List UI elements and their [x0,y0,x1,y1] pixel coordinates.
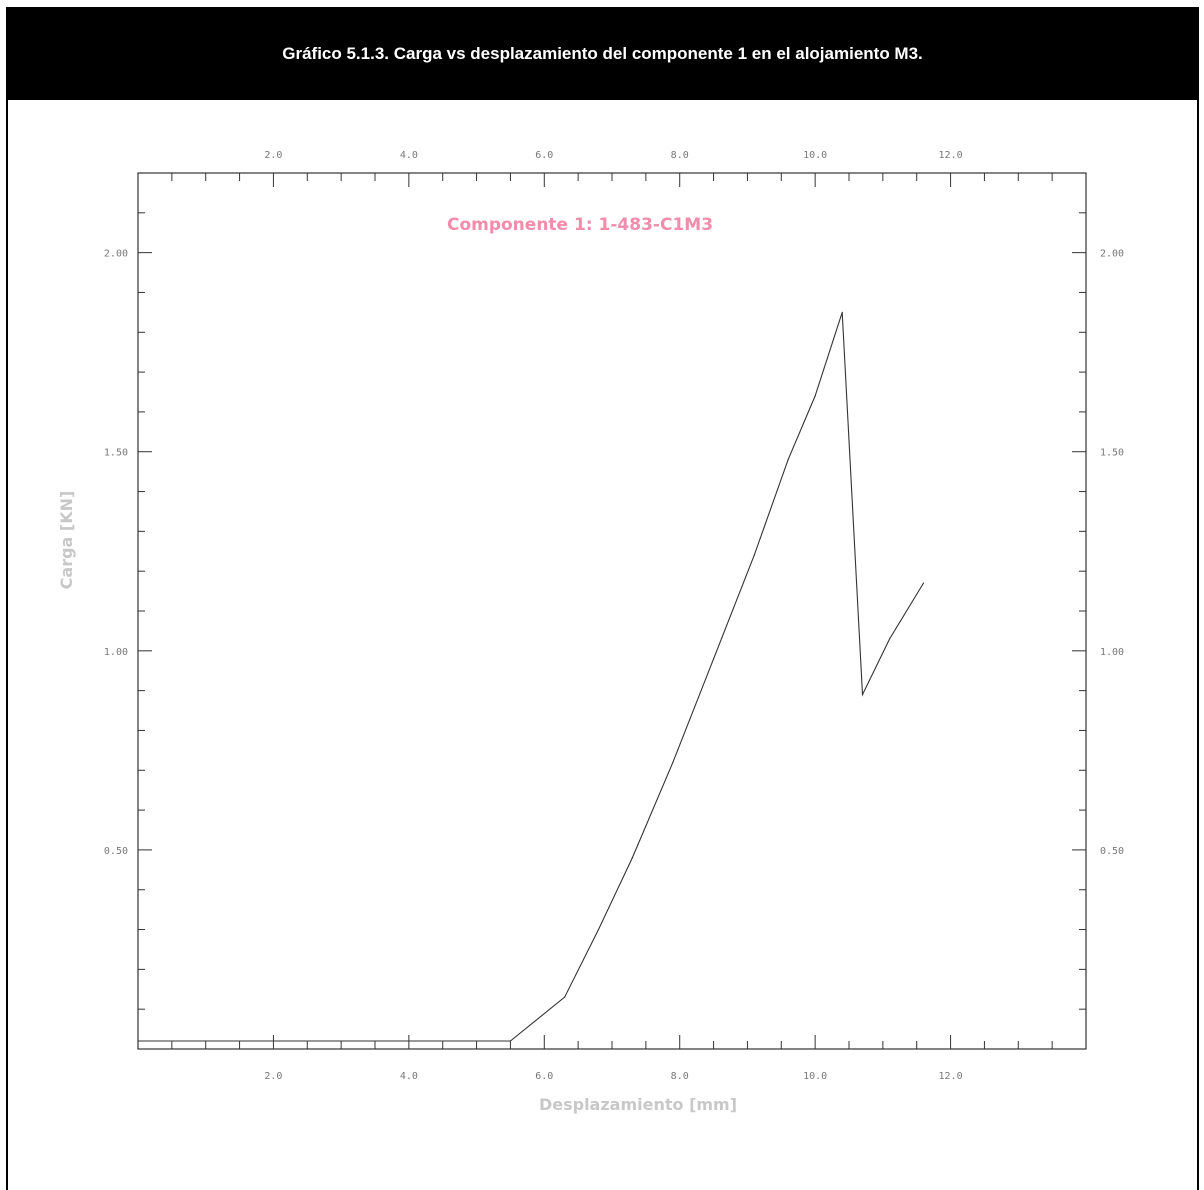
x-tick-label: 10.0 [803,1071,827,1082]
y-tick-labels-left: 0.50 1.00 1.50 2.00 [104,249,128,857]
data-point [509,1040,512,1042]
data-point [597,928,600,931]
minor-ticks [138,173,1086,1049]
x-tick-labels-bottom: 2.0 4.0 6.0 8.0 10.0 12.0 [264,1071,962,1082]
x-tick-label: 6.0 [535,1071,553,1082]
x-tick-labels-top: 2.0 4.0 6.0 8.0 10.0 12.0 [264,150,962,161]
x-axis-label: Desplazamiento [mm] [539,1095,737,1114]
x-tick-label: 2.0 [264,1071,282,1082]
data-point [753,554,755,556]
x-tick-label: 4.0 [400,1071,418,1082]
y-tick-label: 1.00 [1100,647,1124,658]
y-tick-label: 0.50 [104,846,128,857]
y-tick-labels-right: 0.50 1.00 1.50 2.00 [1100,249,1124,857]
figure-frame: Gráfico 5.1.3. Carga vs desplazamiento d… [6,7,1199,1190]
data-points [137,311,925,1042]
plot-frame [137,172,1087,1050]
x-tick-label: 12.0 [939,150,963,161]
x-tick-label: 6.0 [535,150,553,161]
figure-caption: Gráfico 5.1.3. Carga vs desplazamiento d… [6,7,1199,100]
y-tick-label: 0.50 [1100,846,1124,857]
x-tick-label: 4.0 [400,150,418,161]
data-point [841,311,843,313]
x-tick-label: 2.0 [264,150,282,161]
data-point [631,857,633,859]
data-point [922,582,925,584]
x-tick-label: 8.0 [671,150,689,161]
y-tick-label: 1.50 [104,448,128,459]
x-tick-label: 10.0 [803,150,827,161]
data-point [814,395,816,397]
data-point [408,1040,410,1042]
x-tick-label: 12.0 [939,1071,963,1082]
y-tick-label: 2.00 [104,249,128,260]
data-point [672,761,674,763]
x-tick-label: 8.0 [671,1071,689,1082]
data-point [889,638,891,640]
series-title: Componente 1: 1-483-C1M3 [447,215,713,235]
data-point [137,1040,139,1042]
data-point [564,996,566,998]
y-tick-label: 1.00 [104,647,128,658]
data-point [787,459,789,461]
series-line [138,312,924,1042]
left-border [6,100,8,1190]
y-tick-label: 1.50 [1100,448,1124,459]
data-point [712,658,715,660]
y-tick-label: 2.00 [1100,249,1124,260]
right-border [1197,100,1199,1190]
y-axis-label: Carga [KN] [57,491,76,590]
data-point [861,694,864,696]
